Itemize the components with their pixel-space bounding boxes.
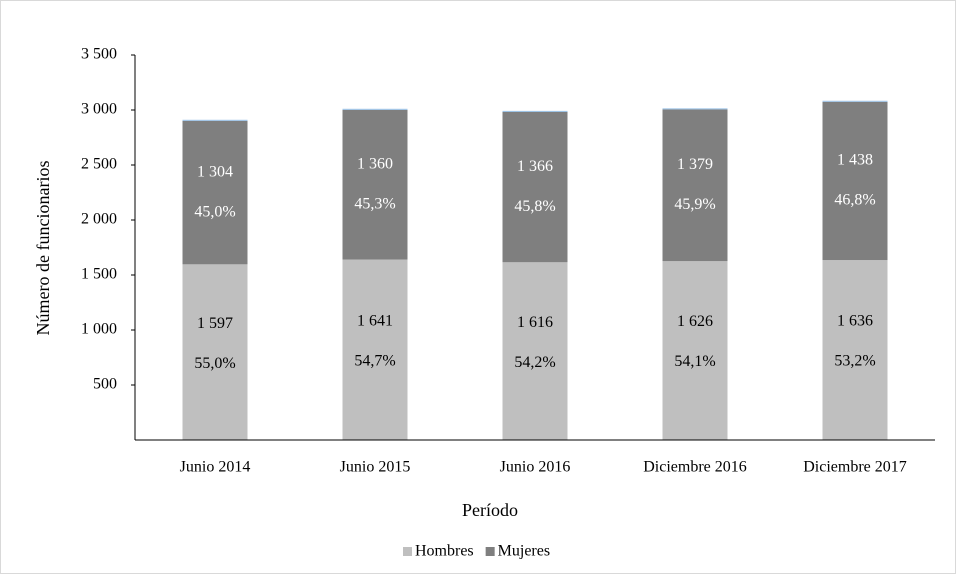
bar-segment (502, 111, 568, 263)
bar-segment (342, 109, 408, 260)
bar-segment (342, 108, 408, 110)
y-tick-label: 3 000 (81, 101, 117, 118)
percentage-label: 54,7% (354, 352, 395, 369)
value-label: 1 438 (837, 152, 873, 169)
bar-segment (822, 101, 888, 261)
y-tick-label: 1 500 (81, 266, 117, 283)
x-axis-label: Período (462, 500, 518, 520)
percentage-label: 46,8% (834, 192, 875, 209)
x-tick-label: Junio 2014 (180, 459, 251, 476)
legend-label: Hombres (415, 543, 474, 560)
bar-segment (822, 100, 888, 102)
percentage-label: 45,9% (674, 196, 715, 213)
y-axis-label: Número de funcionarios (33, 161, 53, 336)
percentage-label: 55,0% (194, 355, 235, 372)
legend-swatch (485, 547, 495, 556)
y-tick-label: 2 000 (81, 211, 117, 228)
x-tick-label: Diciembre 2017 (803, 459, 907, 476)
x-tick-label: Junio 2015 (340, 459, 411, 476)
bar-segment (182, 264, 248, 440)
x-tick-label: Diciembre 2016 (643, 459, 747, 476)
percentage-label: 45,3% (354, 195, 395, 212)
bar-segment (662, 109, 728, 262)
percentage-label: 45,8% (514, 198, 555, 215)
percentage-label: 54,1% (674, 353, 715, 370)
percentage-label: 45,0% (194, 203, 235, 220)
value-label: 1 616 (517, 314, 553, 331)
y-tick-label: 1 000 (81, 321, 117, 338)
percentage-label: 53,2% (834, 353, 875, 370)
bar-segment (342, 259, 408, 440)
value-label: 1 641 (357, 312, 393, 329)
bar-segment (502, 262, 568, 440)
y-tick-label: 2 500 (81, 156, 117, 173)
bar-segment (822, 260, 888, 440)
bar-segment (182, 119, 248, 121)
y-tick-label: 500 (93, 376, 117, 393)
value-label: 1 366 (517, 158, 553, 175)
x-tick-label: Junio 2016 (500, 459, 571, 476)
bar-segment (182, 120, 248, 265)
value-label: 1 360 (357, 155, 393, 172)
y-tick-label: 3 500 (81, 46, 117, 63)
bar-segment (662, 108, 728, 110)
bar-segment (502, 110, 568, 112)
value-label: 1 379 (677, 156, 713, 173)
value-label: 1 636 (837, 313, 873, 330)
legend-label: Mujeres (498, 543, 550, 560)
percentage-label: 54,2% (514, 354, 555, 371)
value-label: 1 626 (677, 313, 713, 330)
value-label: 1 597 (197, 315, 233, 332)
value-label: 1 304 (197, 163, 233, 180)
legend-swatch (403, 547, 412, 556)
bar-segment (662, 261, 728, 440)
